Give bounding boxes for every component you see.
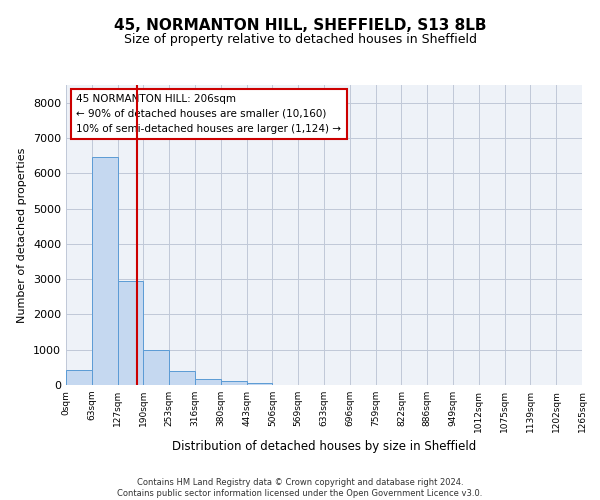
- Text: Size of property relative to detached houses in Sheffield: Size of property relative to detached ho…: [124, 32, 476, 46]
- Bar: [169, 371, 195, 385]
- Bar: [221, 381, 247, 385]
- Text: 45 NORMANTON HILL: 206sqm
← 90% of detached houses are smaller (10,160)
10% of s: 45 NORMANTON HILL: 206sqm ← 90% of detac…: [76, 94, 341, 134]
- Bar: [118, 281, 143, 385]
- Y-axis label: Number of detached properties: Number of detached properties: [17, 148, 28, 322]
- Bar: [143, 350, 169, 385]
- Text: 45, NORMANTON HILL, SHEFFIELD, S13 8LB: 45, NORMANTON HILL, SHEFFIELD, S13 8LB: [114, 18, 486, 32]
- Bar: [247, 382, 272, 385]
- Text: Contains HM Land Registry data © Crown copyright and database right 2024.
Contai: Contains HM Land Registry data © Crown c…: [118, 478, 482, 498]
- Bar: [92, 158, 118, 385]
- Bar: [66, 370, 92, 385]
- Bar: [195, 380, 221, 385]
- X-axis label: Distribution of detached houses by size in Sheffield: Distribution of detached houses by size …: [172, 440, 476, 454]
